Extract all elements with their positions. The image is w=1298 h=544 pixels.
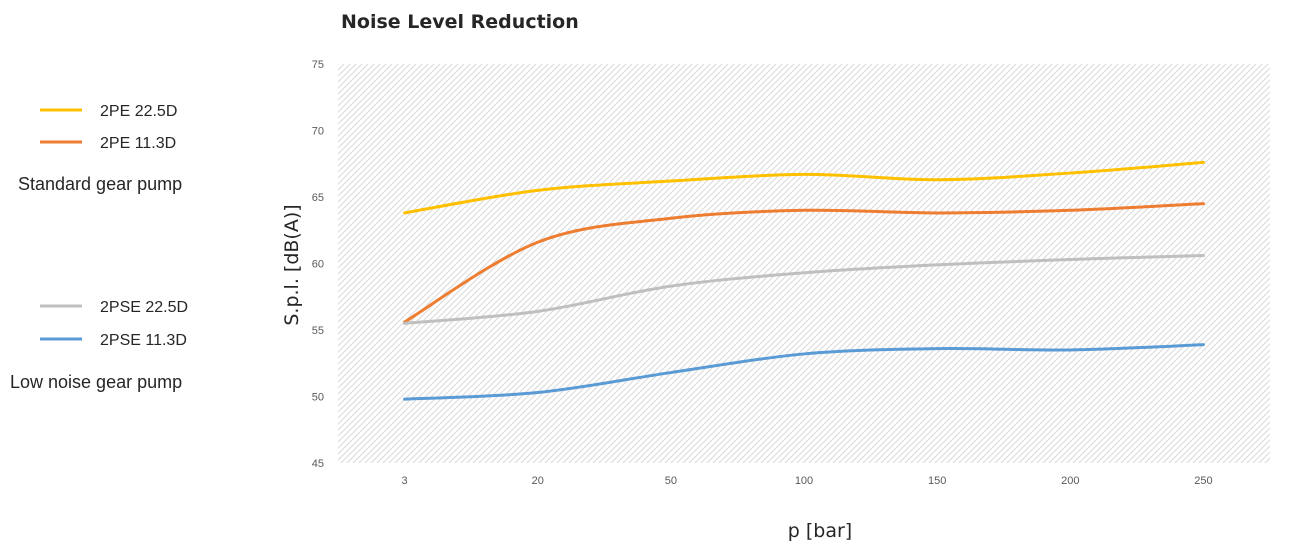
series-line-2pe-11-3d [403, 202, 1205, 324]
y-tick-label: 45 [312, 458, 324, 470]
x-tick-label: 100 [795, 475, 813, 487]
x-tick-label: 3 [402, 475, 408, 487]
x-tick-label: 200 [1061, 475, 1079, 487]
x-axis-label: p [bar] [788, 520, 852, 542]
chart-title: Noise Level Reduction [341, 11, 579, 33]
y-tick-label: 55 [312, 325, 324, 337]
legend-entry-label: 2PE 11.3D [100, 135, 176, 152]
y-tick-label: 75 [312, 59, 324, 71]
legend-group-label: Low noise gear pump [10, 372, 182, 392]
series-lines [403, 160, 1205, 401]
y-axis-label: S.p.l. [dB(A)] [281, 204, 303, 325]
y-tick-label: 65 [312, 192, 324, 204]
legend-entry-label: 2PSE 11.3D [100, 332, 187, 349]
x-tick-label: 150 [928, 475, 946, 487]
legend-group-label: Standard gear pump [18, 174, 182, 194]
plot-area [338, 64, 1270, 463]
x-tick-label: 20 [532, 475, 544, 487]
series-line-2pe-22-5d [403, 160, 1205, 215]
x-tick-label: 50 [665, 475, 677, 487]
legend: 2PE 22.5D 2PE 11.3D Standard gear pump 2PSE… [10, 103, 188, 392]
legend-entry-label: 2PE 22.5D [100, 103, 177, 120]
x-axis-ticks: 3 20 50 100 150 200 250 [402, 475, 1213, 487]
legend-entry-label: 2PSE 22.5D [100, 299, 188, 316]
y-tick-label: 70 [312, 126, 324, 138]
x-tick-label: 250 [1194, 475, 1212, 487]
y-tick-label: 50 [312, 392, 324, 404]
y-tick-label: 60 [312, 259, 324, 271]
series-line-2pse-11-3d [403, 343, 1205, 401]
series-line-2pse-22-5d [403, 254, 1205, 325]
y-axis-ticks: 45 50 55 60 65 70 75 [312, 59, 324, 470]
